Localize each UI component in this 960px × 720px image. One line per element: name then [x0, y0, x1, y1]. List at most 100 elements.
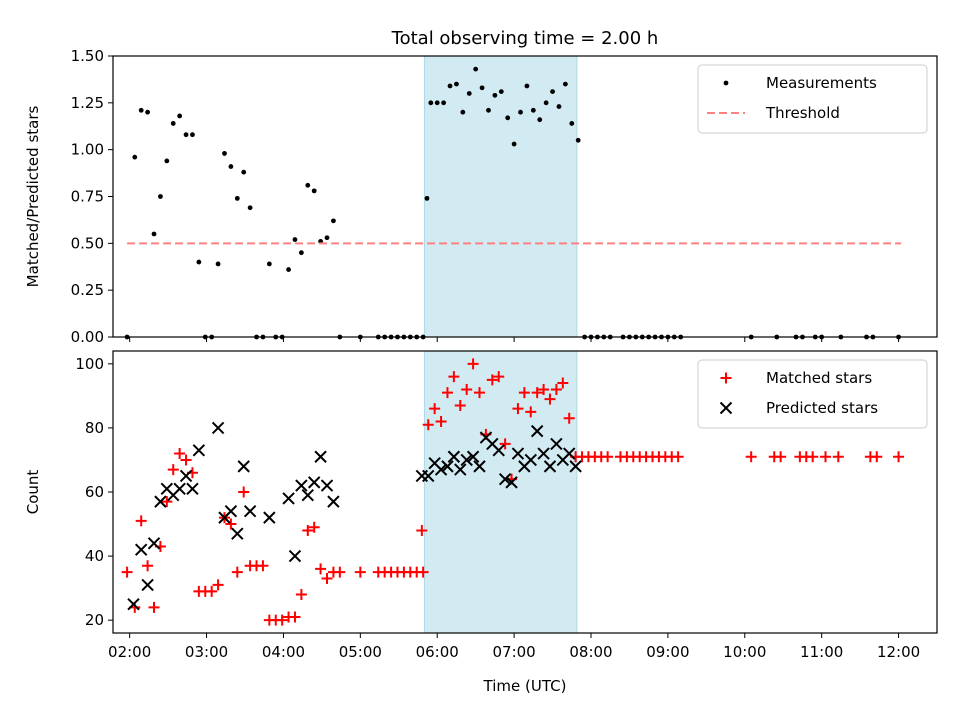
data-point	[196, 259, 202, 265]
data-point	[525, 406, 537, 418]
x-tick-label: 09:00	[646, 643, 689, 661]
data-point	[231, 566, 243, 578]
data-point	[511, 447, 525, 460]
x-axis-label: Time (UTC)	[483, 677, 567, 695]
data-point	[550, 383, 562, 395]
data-point	[212, 579, 224, 591]
legend-label: Threshold	[765, 104, 840, 122]
data-point	[543, 100, 549, 106]
data-point	[602, 451, 614, 463]
data-point	[186, 482, 199, 496]
data-point	[307, 476, 321, 489]
data-point	[257, 560, 269, 572]
data-point	[224, 505, 238, 518]
data-point	[505, 115, 511, 121]
data-point	[138, 107, 144, 113]
data-point	[557, 377, 569, 389]
y-tick-label: 20	[85, 611, 104, 629]
data-point	[327, 495, 340, 508]
data-point	[441, 100, 447, 106]
legend-label: Measurements	[766, 74, 877, 92]
data-point	[295, 589, 307, 601]
data-point	[173, 482, 186, 496]
data-point	[311, 188, 317, 194]
y-tick-label: 0.75	[71, 188, 104, 206]
data-point	[550, 437, 563, 451]
data-point	[454, 81, 459, 87]
y-tick-label: 0.25	[71, 281, 104, 299]
x-tick-label: 06:00	[416, 643, 459, 661]
data-point	[871, 451, 883, 463]
data-point	[563, 447, 576, 460]
data-point	[154, 495, 167, 508]
data-point	[499, 438, 511, 450]
data-point	[474, 387, 486, 399]
legend: Matched stars Predicted stars	[697, 359, 928, 429]
data-point	[486, 374, 498, 386]
data-point	[441, 460, 454, 473]
legend-label: Predicted stars	[766, 399, 878, 417]
y-tick-label: 1.00	[71, 141, 104, 159]
data-point	[466, 450, 480, 463]
data-point	[537, 447, 550, 460]
data-point	[180, 454, 192, 466]
data-point	[424, 195, 430, 201]
y-tick-label: 80	[85, 419, 104, 437]
x-tick-label: 05:00	[339, 643, 382, 661]
data-point	[820, 451, 832, 463]
legend-box	[697, 64, 928, 134]
data-point	[314, 450, 327, 463]
data-point	[331, 218, 336, 224]
data-point	[225, 518, 237, 530]
legend-marker	[719, 401, 733, 415]
data-point	[147, 537, 161, 550]
data-point	[158, 194, 163, 199]
data-point	[324, 235, 330, 241]
data-point	[179, 469, 193, 483]
data-point	[276, 614, 288, 626]
data-point	[192, 444, 206, 457]
data-point	[530, 424, 544, 438]
data-point	[429, 403, 441, 415]
y-tick-label: 1.50	[71, 47, 104, 65]
series-predicted-stars	[127, 421, 582, 611]
y-tick-label: 0.00	[71, 328, 104, 346]
data-point	[266, 261, 272, 267]
data-point	[174, 448, 186, 460]
data-point	[320, 479, 334, 492]
data-point	[127, 597, 140, 611]
data-point	[575, 137, 581, 143]
data-point	[807, 451, 819, 463]
data-point	[263, 511, 276, 524]
data-point	[460, 109, 466, 115]
data-point	[544, 393, 556, 405]
data-point	[460, 453, 473, 467]
data-point	[151, 231, 157, 237]
data-point	[473, 460, 486, 473]
x-tick-label: 10:00	[723, 643, 766, 661]
data-point	[428, 100, 434, 106]
data-point	[537, 117, 543, 123]
data-point	[135, 515, 147, 527]
y-tick-label: 1.25	[71, 94, 104, 112]
data-point	[569, 121, 575, 126]
data-point	[321, 573, 333, 585]
data-point	[302, 524, 314, 536]
data-point	[286, 267, 291, 272]
data-point	[134, 543, 148, 556]
chart-title: Total observing time = 2.00 h	[391, 28, 659, 49]
data-point	[473, 66, 479, 72]
data-point	[518, 109, 523, 115]
data-point	[434, 463, 448, 476]
data-point	[416, 524, 428, 536]
data-point	[206, 585, 218, 597]
data-point	[289, 611, 301, 623]
data-point	[893, 451, 905, 463]
legend-label: Matched stars	[766, 369, 872, 387]
data-point	[334, 566, 346, 578]
data-point	[145, 109, 151, 115]
data-point	[832, 451, 844, 463]
data-point	[775, 451, 787, 463]
y-tick-label: 0.50	[71, 234, 104, 252]
